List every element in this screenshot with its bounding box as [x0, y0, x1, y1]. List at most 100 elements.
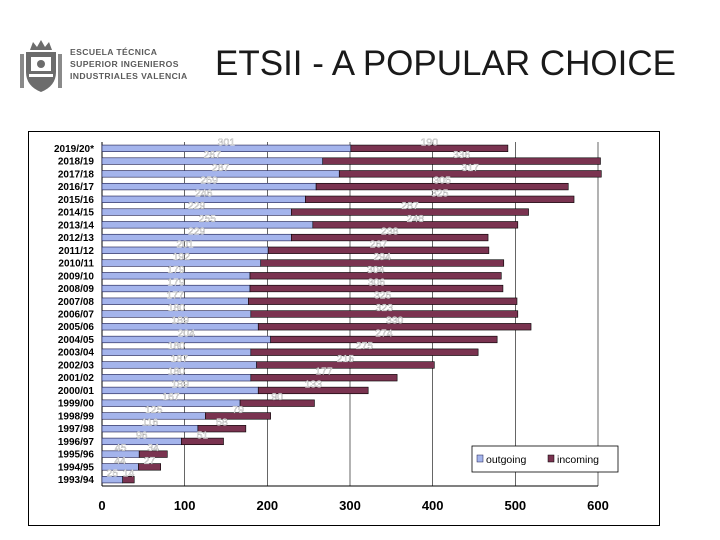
category-label: 2010/11 — [58, 259, 94, 270]
data-label-outgoing: 287 — [212, 162, 230, 174]
data-label-incoming: 294 — [373, 251, 391, 263]
data-label-incoming: 215 — [337, 353, 355, 365]
bar-incoming — [138, 450, 168, 458]
bar-incoming — [250, 374, 398, 382]
logo-text: ESCUELA TÉCNICA SUPERIOR INGENIEROS INDU… — [70, 46, 188, 82]
data-label-incoming: 330 — [386, 315, 404, 327]
x-tick-label: 100 — [174, 498, 196, 513]
data-label-incoming: 133 — [304, 378, 322, 390]
bar-incoming — [270, 335, 498, 344]
data-label-outgoing: 255 — [199, 213, 217, 225]
category-label: 1994/95 — [58, 462, 95, 473]
category-label: 2018/19 — [58, 157, 95, 168]
data-label-outgoing: 229 — [188, 226, 206, 238]
data-label-outgoing: 229 — [188, 200, 206, 212]
data-label-incoming: 51 — [197, 429, 209, 441]
data-label-outgoing: 246 — [195, 187, 213, 199]
data-label-incoming: 267 — [370, 238, 388, 250]
data-label-incoming: 275 — [356, 340, 374, 352]
data-label-incoming: 336 — [453, 149, 471, 161]
category-label: 2005/06 — [58, 322, 95, 333]
bar-incoming — [291, 208, 529, 216]
bar-incoming — [250, 348, 479, 356]
data-label-outgoing: 259 — [200, 175, 218, 187]
school-logo: ESCUELA TÉCNICA SUPERIOR INGENIEROS INDU… — [18, 38, 187, 94]
logo-line-2: SUPERIOR INGENIEROS — [70, 59, 179, 69]
data-label-outgoing: 116 — [142, 417, 159, 429]
data-label-outgoing: 45 — [115, 442, 127, 454]
bar-incoming — [260, 259, 505, 267]
category-label: 2003/04 — [58, 348, 95, 359]
data-label-outgoing: 25 — [106, 468, 118, 480]
slide-title: ETSII - A POPULAR CHOICE — [215, 44, 676, 83]
legend-swatch-incoming — [547, 454, 555, 463]
data-label-incoming: 304 — [367, 264, 385, 276]
x-tick-label: 200 — [256, 498, 278, 513]
data-label-outgoing: 267 — [204, 149, 222, 161]
data-label-outgoing: 96 — [136, 429, 148, 441]
data-label-incoming: 287 — [401, 200, 419, 212]
data-label-outgoing: 189 — [171, 378, 189, 390]
x-tick-label: 0 — [98, 498, 105, 513]
bar-incoming — [257, 386, 369, 395]
legend-box — [471, 445, 619, 473]
data-label-outgoing: 179 — [167, 264, 185, 276]
category-label: 1993/94 — [58, 475, 95, 486]
x-tick-label: 600 — [587, 498, 609, 513]
data-label-outgoing: 167 — [162, 391, 180, 403]
category-label: 1995/96 — [58, 450, 95, 461]
category-label: 2004/05 — [58, 335, 95, 346]
data-label-outgoing: 204 — [178, 327, 196, 339]
logo-line-3: INDUSTRIALES VALENCIA — [70, 71, 188, 81]
category-label: 2002/03 — [58, 360, 95, 371]
legend-label-outgoing: outgoing — [486, 454, 526, 466]
data-label-outgoing: 301 — [218, 136, 236, 148]
category-label: 2015/16 — [58, 195, 95, 206]
bar-incoming — [291, 233, 489, 242]
data-label-incoming: 14 — [123, 468, 135, 480]
category-label: 1996/97 — [58, 437, 95, 448]
data-label-incoming: 238 — [381, 226, 399, 238]
data-label-incoming: 34 — [147, 442, 159, 454]
category-label: 1997/98 — [58, 424, 95, 435]
data-label-incoming: 27 — [144, 455, 156, 467]
data-label-incoming: 305 — [433, 175, 451, 187]
data-label-incoming: 306 — [368, 277, 386, 289]
category-label: 1998/99 — [58, 411, 95, 422]
x-tick-label: 300 — [339, 498, 361, 513]
data-label-incoming: 79 — [232, 404, 244, 416]
category-label: 2008/09 — [58, 284, 95, 295]
category-label: 2001/02 — [58, 373, 95, 384]
data-label-outgoing: 187 — [171, 353, 189, 365]
bar-incoming — [256, 361, 435, 369]
category-label: 2012/13 — [58, 233, 95, 244]
category-label: 2011/12 — [58, 246, 94, 257]
bar-incoming — [249, 272, 502, 280]
data-label-incoming: 58 — [216, 417, 228, 429]
data-label-outgoing: 189 — [171, 315, 189, 327]
bar-incoming — [267, 246, 490, 254]
bar-incoming — [138, 463, 161, 471]
bar-incoming — [322, 157, 601, 165]
bar-incoming — [248, 297, 518, 305]
x-tick-label: 400 — [422, 498, 444, 513]
data-label-incoming: 274 — [375, 327, 393, 339]
bar-incoming — [250, 310, 519, 318]
data-label-incoming: 317 — [462, 162, 480, 174]
category-label: 2006/07 — [58, 310, 95, 321]
data-label-outgoing: 44 — [114, 455, 126, 467]
category-label: 2017/18 — [58, 169, 95, 180]
data-label-outgoing: 125 — [145, 404, 163, 416]
category-label: 2014/15 — [58, 208, 95, 219]
bar-incoming — [312, 221, 519, 229]
crest-icon — [20, 40, 62, 92]
data-label-outgoing: 201 — [176, 238, 194, 250]
data-label-outgoing: 180 — [168, 340, 186, 352]
category-label: 1999/00 — [58, 399, 95, 410]
data-label-outgoing: 192 — [173, 251, 191, 263]
bar-incoming — [305, 195, 575, 203]
data-label-outgoing: 177 — [166, 289, 184, 301]
data-label-incoming: 325 — [374, 289, 392, 301]
legend-label-incoming: incoming — [557, 454, 599, 466]
